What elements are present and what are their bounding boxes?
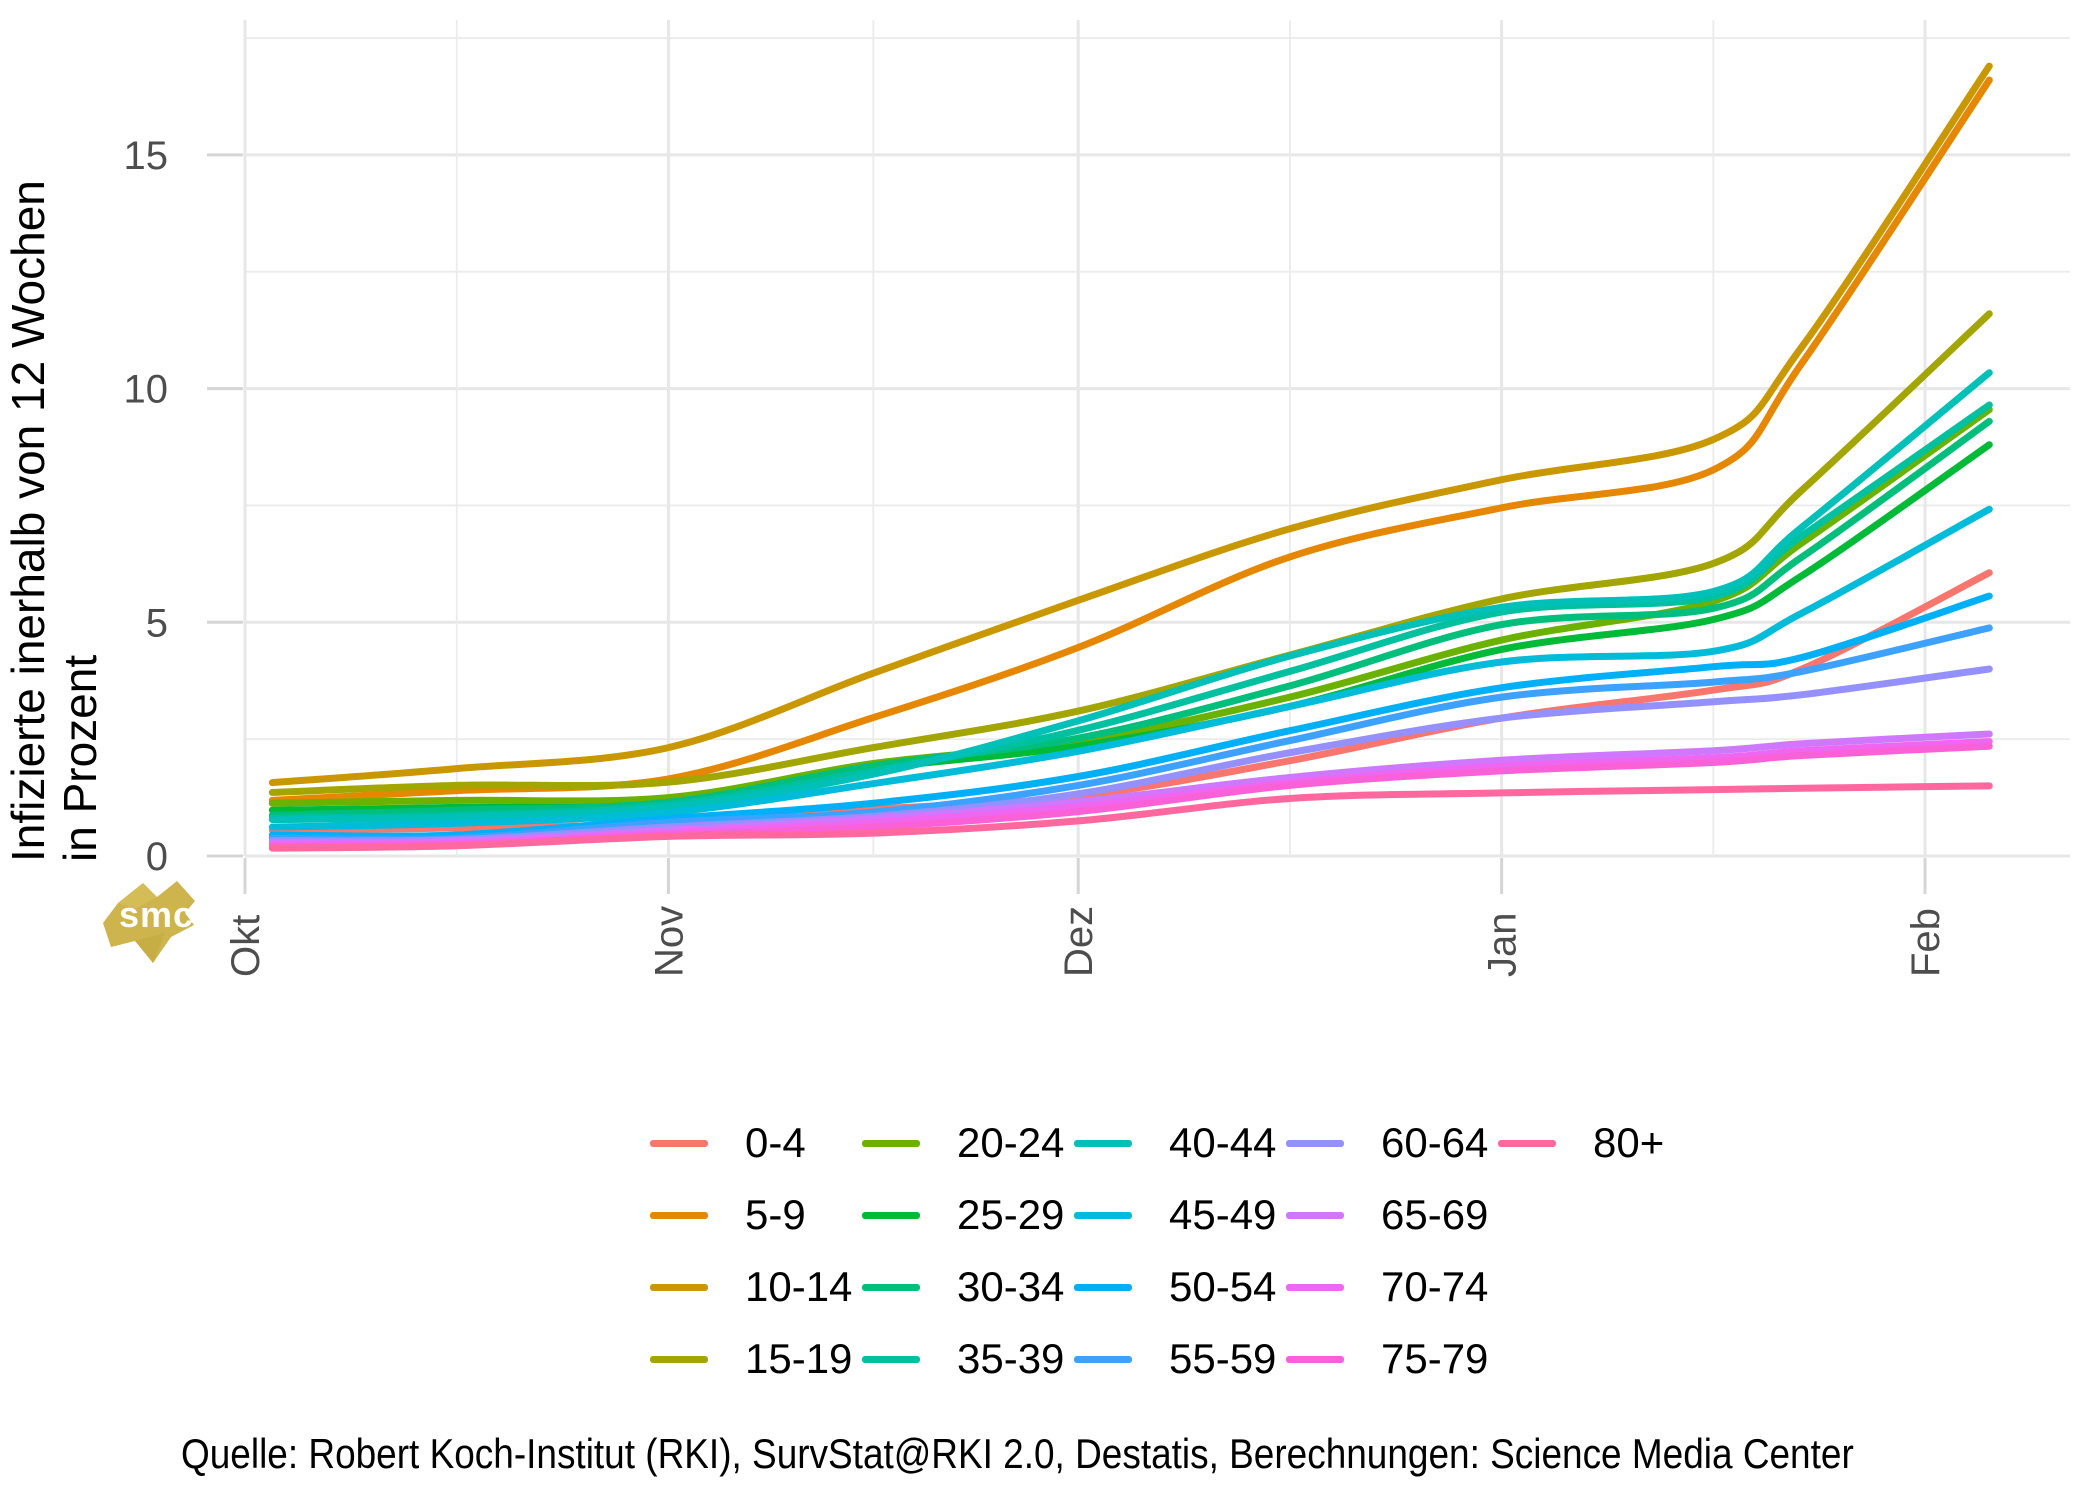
smc-logo-facet [118, 883, 157, 909]
series-line-80plus [268, 782, 1993, 852]
series-line-5-9 [268, 76, 1993, 804]
data-series-lines [268, 62, 1993, 852]
y-axis-title-line2: in Prozent [54, 655, 106, 862]
y-tick-label: 15 [124, 134, 169, 178]
y-tick-label: 10 [124, 368, 169, 412]
x-tick-label: Okt [224, 915, 268, 977]
axis-ticks [207, 153, 1927, 894]
gridlines [243, 20, 2070, 858]
axis-tick-labels: 0 5 10 15 Okt Nov Dez Jan Feb [124, 134, 1949, 977]
x-tick-label: Jan [1481, 913, 1525, 978]
x-tick-label: Nov [647, 906, 691, 977]
x-tick-label: Dez [1057, 906, 1101, 977]
y-tick-label: 5 [146, 601, 168, 645]
series-line-40-44 [268, 369, 1993, 823]
series-line-45-49 [268, 505, 1993, 831]
x-tick-label: Feb [1904, 908, 1948, 977]
smc-logo-text: smc [119, 894, 194, 935]
y-axis-title-line1: Infizierte inerhalb von 12 Wochen [2, 180, 54, 862]
smc-logo: smc [103, 881, 195, 963]
y-tick-label: 0 [146, 835, 168, 879]
source-caption: Quelle: Robert Koch-Institut (RKI), Surv… [181, 1430, 1854, 1477]
series-line-15-19 [268, 310, 1993, 796]
smc-logo-facet2 [135, 933, 165, 963]
series-line-10-14 [268, 62, 1993, 787]
